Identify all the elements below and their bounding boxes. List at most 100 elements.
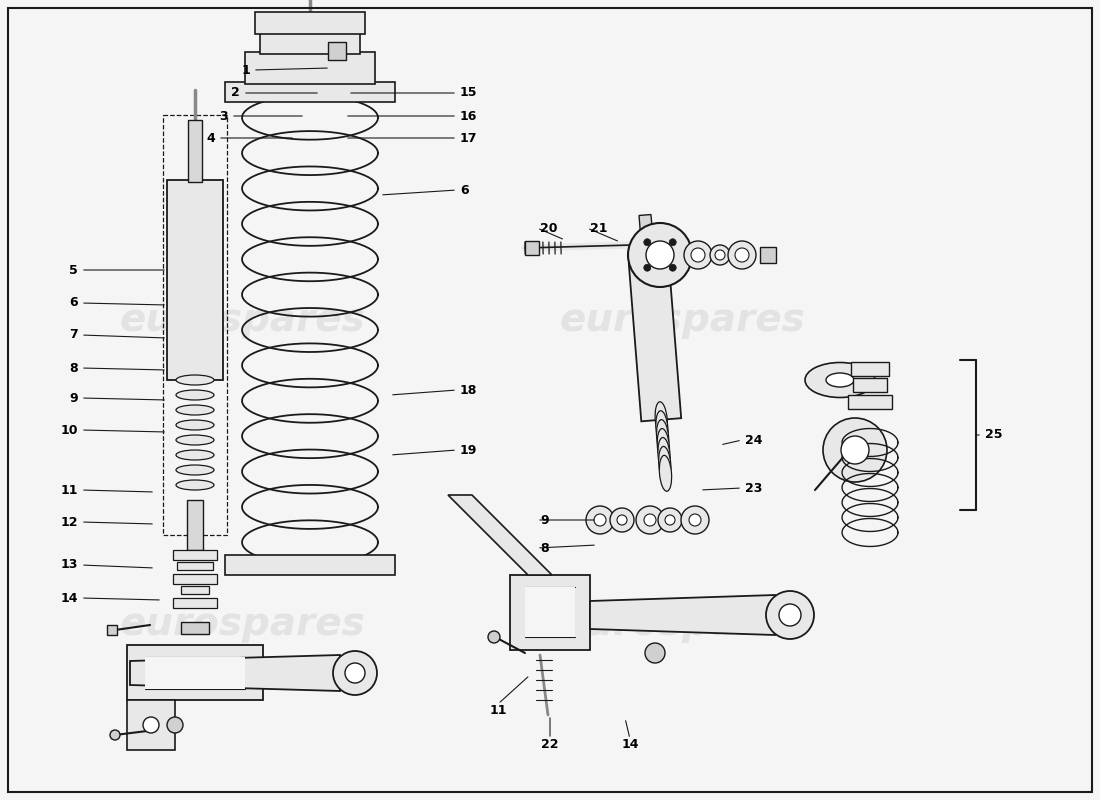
Ellipse shape [176, 390, 214, 400]
Bar [255, 12, 365, 34]
Bar [173, 550, 217, 560]
Text: eurospares: eurospares [559, 605, 805, 643]
Bar [173, 598, 217, 608]
Circle shape [644, 238, 651, 246]
Text: 1: 1 [241, 63, 250, 77]
Ellipse shape [659, 446, 671, 482]
Ellipse shape [176, 465, 214, 475]
Circle shape [594, 514, 606, 526]
Text: 3: 3 [219, 110, 228, 122]
Text: 14: 14 [621, 738, 639, 751]
Bar [187, 500, 204, 550]
Circle shape [691, 248, 705, 262]
Circle shape [628, 223, 692, 287]
Ellipse shape [656, 410, 668, 446]
Ellipse shape [176, 375, 214, 385]
Bar [226, 555, 395, 575]
Text: 20: 20 [540, 222, 558, 234]
Bar [182, 586, 209, 594]
Ellipse shape [826, 373, 854, 387]
Circle shape [345, 663, 365, 683]
Circle shape [666, 515, 675, 525]
Text: 15: 15 [460, 86, 477, 99]
Circle shape [842, 436, 869, 464]
Bar [851, 362, 889, 376]
Text: 17: 17 [460, 131, 477, 145]
Bar [182, 622, 209, 634]
Text: 22: 22 [541, 738, 559, 751]
Text: 8: 8 [69, 362, 78, 374]
Bar [188, 120, 202, 182]
Circle shape [610, 508, 634, 532]
Text: 9: 9 [69, 391, 78, 405]
Circle shape [488, 631, 501, 643]
Bar [167, 180, 223, 380]
Text: 16: 16 [460, 110, 477, 122]
Bar [226, 82, 395, 102]
Text: 11: 11 [60, 483, 78, 497]
Polygon shape [590, 595, 776, 635]
Ellipse shape [176, 420, 214, 430]
Circle shape [658, 508, 682, 532]
Text: 14: 14 [60, 591, 78, 605]
Text: 24: 24 [745, 434, 762, 446]
Circle shape [766, 591, 814, 639]
Text: 18: 18 [460, 383, 477, 397]
Circle shape [669, 264, 676, 271]
Polygon shape [448, 495, 552, 575]
Polygon shape [126, 700, 175, 750]
Bar [173, 574, 217, 584]
Circle shape [823, 418, 887, 482]
Circle shape [586, 506, 614, 534]
Text: eurospares: eurospares [119, 605, 365, 643]
Circle shape [636, 506, 664, 534]
Ellipse shape [657, 420, 669, 455]
Bar [126, 645, 263, 700]
Ellipse shape [176, 480, 214, 490]
Circle shape [645, 643, 665, 663]
Ellipse shape [176, 450, 214, 460]
Text: 13: 13 [60, 558, 78, 571]
Polygon shape [130, 655, 340, 691]
Polygon shape [639, 214, 656, 269]
Text: 21: 21 [590, 222, 607, 234]
Text: 6: 6 [69, 297, 78, 310]
Text: 9: 9 [540, 514, 549, 526]
Text: 12: 12 [60, 515, 78, 529]
Bar [848, 395, 892, 409]
Ellipse shape [658, 438, 670, 474]
Bar [510, 575, 590, 650]
Text: 4: 4 [207, 131, 215, 145]
Ellipse shape [656, 402, 668, 438]
Circle shape [167, 717, 183, 733]
Circle shape [728, 241, 756, 269]
Text: 7: 7 [69, 329, 78, 342]
Polygon shape [629, 261, 681, 422]
Ellipse shape [805, 362, 874, 398]
Bar [260, 32, 360, 54]
Ellipse shape [657, 429, 670, 465]
Text: 6: 6 [460, 183, 469, 197]
Circle shape [644, 264, 651, 271]
Circle shape [681, 506, 710, 534]
Circle shape [735, 248, 749, 262]
Ellipse shape [176, 435, 214, 445]
Text: 8: 8 [540, 542, 549, 554]
Circle shape [617, 515, 627, 525]
Circle shape [646, 241, 674, 269]
Text: 11: 11 [490, 703, 507, 717]
Bar [245, 52, 375, 84]
Text: 2: 2 [231, 86, 240, 99]
Bar [525, 241, 539, 255]
Bar [177, 562, 213, 570]
Text: 23: 23 [745, 482, 762, 494]
Circle shape [710, 245, 730, 265]
Circle shape [110, 730, 120, 740]
Text: 10: 10 [60, 423, 78, 437]
Circle shape [779, 604, 801, 626]
Bar [525, 587, 575, 637]
Circle shape [669, 238, 676, 246]
Circle shape [715, 250, 725, 260]
Circle shape [644, 514, 656, 526]
Text: eurospares: eurospares [119, 301, 365, 339]
